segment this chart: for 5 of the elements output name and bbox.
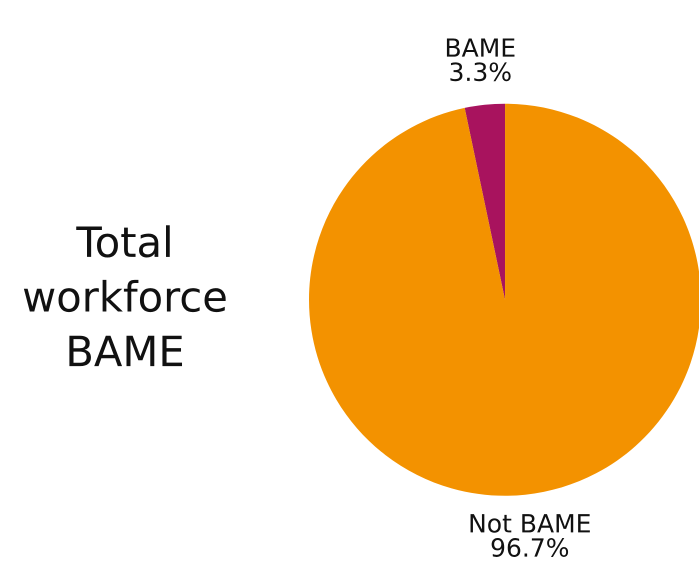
text: Total workforce BAME [24,225,226,366]
slice-label: Not BAME [470,514,590,533]
slice-label: BAME [446,38,514,57]
data-label: 3.3% [450,62,511,82]
data-label: 96.7% [492,538,568,557]
